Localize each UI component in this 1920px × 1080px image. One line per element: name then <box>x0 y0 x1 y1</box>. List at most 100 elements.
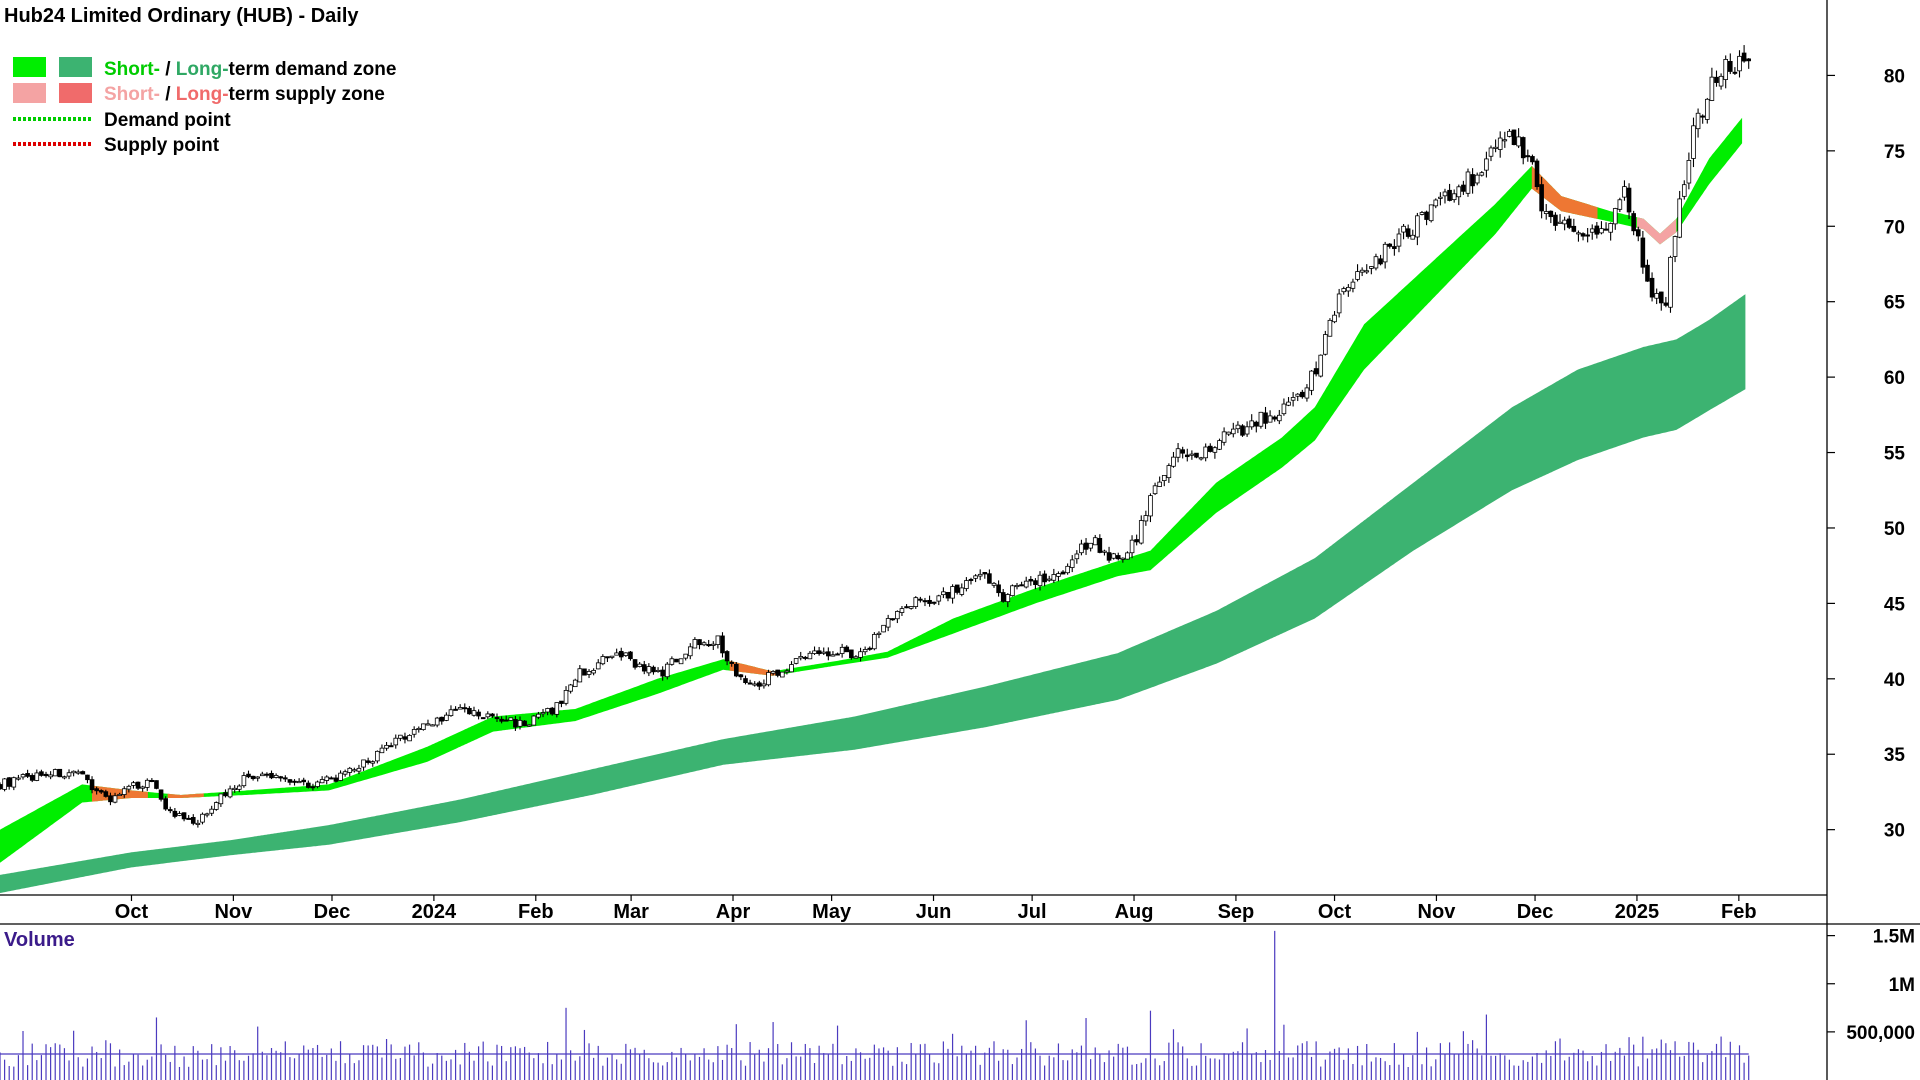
candle-body <box>144 779 150 788</box>
candle-body <box>968 578 974 581</box>
candle-body <box>1617 199 1623 210</box>
short-term-transition-zone <box>1531 165 1598 219</box>
candle-body <box>29 775 35 781</box>
candle-body <box>421 723 426 731</box>
candle-body <box>48 774 53 778</box>
candle-body <box>664 663 670 678</box>
candle-body <box>1663 302 1669 306</box>
candle-body <box>1732 71 1738 74</box>
x-tick-label: Mar <box>613 901 649 923</box>
candle-body <box>950 586 955 599</box>
candle-body <box>812 650 817 654</box>
legend: Short- / Long-term demand zone Short- / L… <box>13 57 396 156</box>
candle-body <box>103 791 109 797</box>
candle-body <box>375 750 380 762</box>
candle-body <box>62 776 67 779</box>
candle-body <box>273 774 279 778</box>
candle-body <box>301 779 307 783</box>
candle-body <box>1037 574 1043 587</box>
candle-body <box>982 572 988 575</box>
candle-body <box>1727 61 1733 72</box>
candle-body <box>1028 578 1034 582</box>
candle-body <box>1033 580 1038 585</box>
candle-body <box>1640 237 1646 268</box>
candle-body <box>1010 585 1015 597</box>
candle-body <box>457 707 463 710</box>
candle-body <box>283 777 288 780</box>
candle-body <box>1612 208 1618 225</box>
candle-body <box>232 787 237 791</box>
candle-body <box>614 652 619 656</box>
candle-body <box>1286 401 1291 406</box>
candle-body <box>559 700 564 704</box>
candle-body <box>609 655 615 658</box>
candle-body <box>430 724 435 727</box>
candle-body <box>747 682 753 685</box>
candle-body <box>1300 391 1305 398</box>
candle-body <box>674 658 679 663</box>
candle-body <box>807 652 813 660</box>
candle-body <box>411 729 417 735</box>
candle-body <box>1350 281 1356 289</box>
candle-body <box>439 716 445 722</box>
candle-body <box>743 678 748 683</box>
candle-body <box>20 774 26 778</box>
candle-body <box>167 809 173 812</box>
candle-body <box>1622 186 1627 198</box>
candle-body <box>821 651 827 654</box>
candle-body <box>1161 475 1167 481</box>
candle-body <box>236 785 242 790</box>
candle-body <box>1714 76 1719 83</box>
candle-body <box>223 792 228 797</box>
candle-body <box>319 779 325 784</box>
y-tick-label: 65 <box>1884 293 1906 314</box>
candle-body <box>1088 542 1093 549</box>
candle-body <box>112 795 118 803</box>
candle-body <box>600 656 606 665</box>
candle-body <box>1497 137 1503 150</box>
candle-body <box>844 646 850 653</box>
candle-body <box>1488 147 1494 157</box>
candle-body <box>75 771 81 774</box>
candle-body <box>471 710 477 716</box>
candle-body <box>1626 187 1632 213</box>
candle-body <box>1511 129 1517 145</box>
candle-body <box>89 779 95 791</box>
x-tick-label: May <box>812 901 852 923</box>
candle-body <box>1686 160 1692 184</box>
candle-body <box>1346 286 1351 292</box>
candle-body <box>835 653 840 656</box>
candle-body <box>499 718 504 722</box>
candle-body <box>117 793 122 796</box>
candle-body <box>163 798 168 810</box>
candle-body <box>1631 213 1636 232</box>
candle-body <box>260 773 265 777</box>
candle-body <box>1589 228 1595 233</box>
candle-body <box>1019 584 1024 587</box>
candle-body <box>913 597 919 607</box>
candle-body <box>1465 171 1471 194</box>
y-tick-label: 50 <box>1884 519 1905 540</box>
candle-body <box>1166 465 1172 479</box>
candle-body <box>881 624 886 633</box>
candle-body <box>1138 520 1144 544</box>
x-tick-label: Nov <box>214 901 253 923</box>
candle-body <box>1046 578 1052 581</box>
candle-body <box>1277 414 1282 422</box>
candle-body <box>393 737 399 746</box>
x-tick-label: 2025 <box>1615 901 1660 923</box>
candle-body <box>181 812 187 820</box>
candle-body <box>853 656 859 659</box>
candle-body <box>1175 448 1181 458</box>
candle-body <box>1364 270 1370 273</box>
candle-body <box>876 632 882 635</box>
candle-body <box>595 662 601 670</box>
x-tick-label: Sep <box>1218 901 1255 923</box>
candle-body <box>490 713 495 717</box>
candle-body <box>1442 191 1448 197</box>
candle-body <box>1065 565 1070 574</box>
candle-body <box>131 782 136 786</box>
volume-axis: 1.5M 1M 500,000 <box>1827 927 1915 1044</box>
x-tick-label: Jun <box>916 901 952 923</box>
candle-body <box>365 760 371 763</box>
